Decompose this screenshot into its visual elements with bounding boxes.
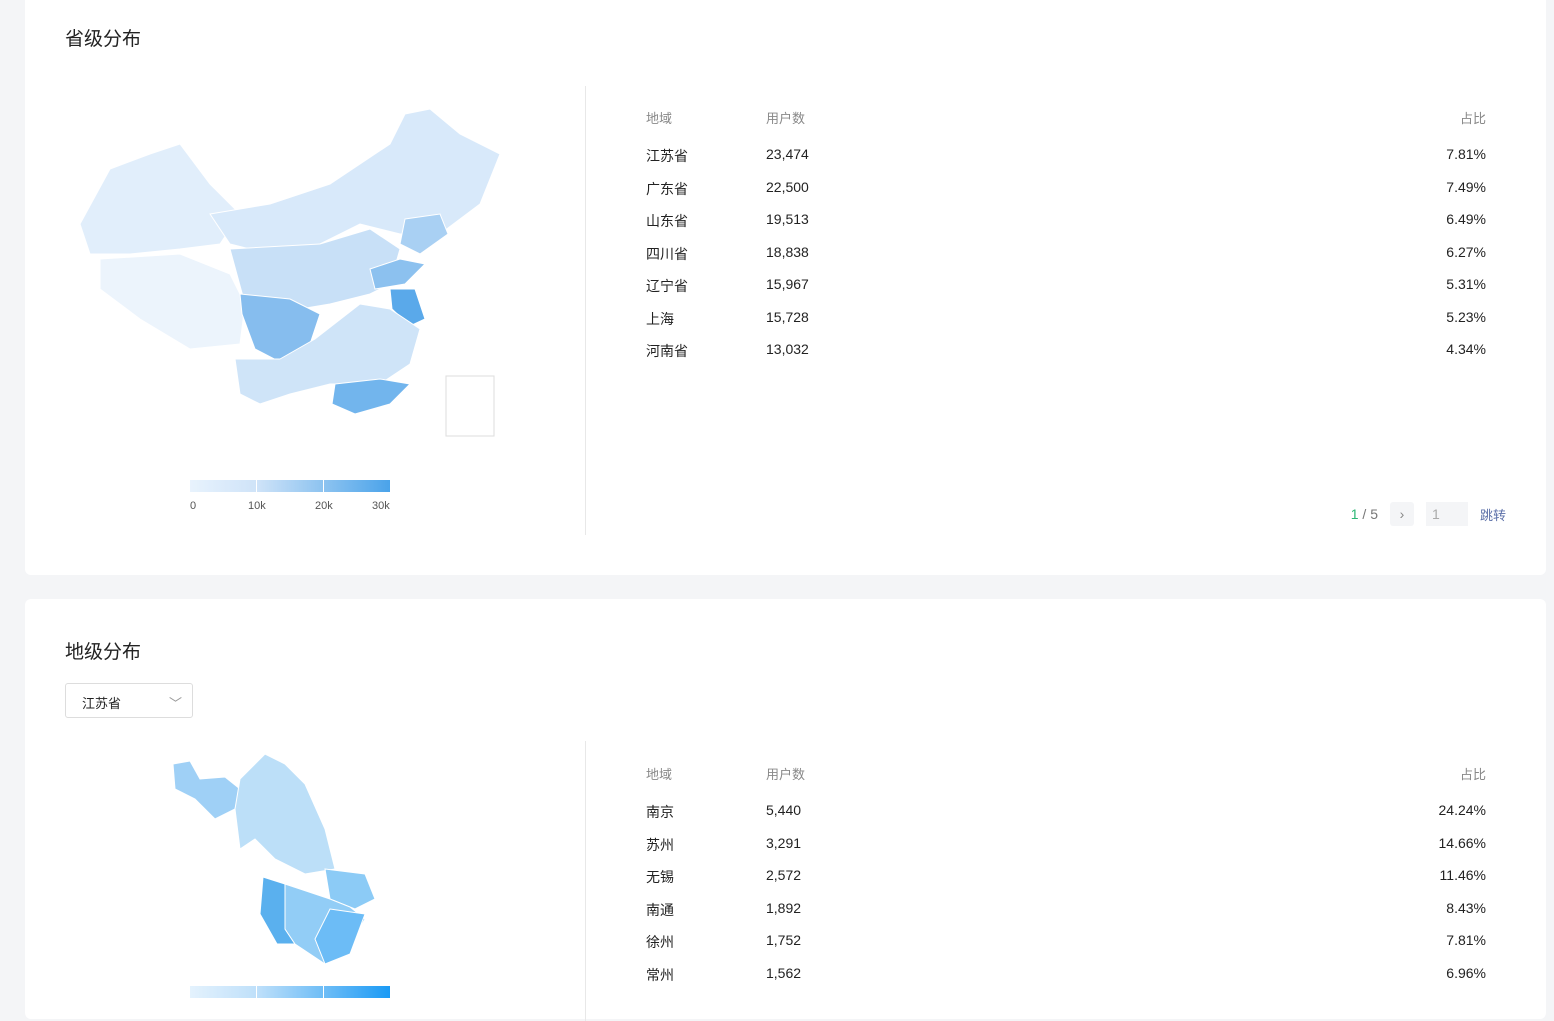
- region-liaoning[interactable]: [399, 213, 449, 255]
- region-cell: 无锡: [646, 869, 674, 885]
- chevron-down-icon: ﹀: [168, 696, 182, 711]
- page-total: 5: [1370, 506, 1378, 522]
- region-nantong[interactable]: [324, 868, 376, 910]
- region-tibet[interactable]: [99, 253, 246, 350]
- page-sep: /: [1362, 506, 1367, 522]
- legend-tick: 20k: [315, 500, 333, 512]
- header-ratio: 占比: [1459, 111, 1486, 126]
- legend-tick: 10k: [248, 500, 266, 512]
- jiangsu-map[interactable]: [165, 749, 415, 969]
- table-row: 江苏省 23,474 7.81%: [646, 146, 1486, 166]
- table-row: 河南省 13,032 4.34%: [646, 341, 1486, 361]
- select-value: 江苏省: [82, 696, 122, 711]
- divider: [585, 86, 586, 535]
- ratio-cell: 11.46%: [1439, 867, 1486, 883]
- table-row: 上海 15,728 5.23%: [646, 309, 1486, 329]
- jump-button[interactable]: 跳转: [1479, 507, 1506, 523]
- region-cell: 南通: [646, 901, 674, 918]
- users-cell: 13,032: [766, 341, 809, 357]
- ratio-cell: 7.49%: [1446, 178, 1486, 195]
- south-sea-inset: [445, 375, 495, 437]
- users-cell: 15,967: [766, 276, 809, 292]
- header-region: 地域: [646, 767, 673, 782]
- ratio-cell: 5.31%: [1446, 276, 1486, 292]
- pagination: 1 / 5 › 跳转: [1351, 502, 1506, 526]
- header-region: 地域: [646, 111, 673, 126]
- divider: [585, 741, 586, 1021]
- city-card: 地级分布 江苏省 ﹀ 地域 用户数 占比 南京 5,440 24.24% 苏州 3,291…: [25, 599, 1546, 1021]
- region-cell: 四川省: [646, 245, 688, 262]
- region-cell: 南京: [646, 804, 674, 820]
- header-ratio: 占比: [1459, 767, 1486, 782]
- map-legend: 0 10k 20k 30k: [190, 480, 391, 512]
- table-row: 广东省 22,500 7.49%: [646, 179, 1486, 199]
- region-north[interactable]: [209, 108, 501, 255]
- users-cell: 19,513: [766, 211, 809, 227]
- region-cell: 河南省: [646, 343, 688, 359]
- users-cell: 23,474: [766, 146, 809, 162]
- region-cell: 苏州: [646, 836, 674, 853]
- region-suzhou[interactable]: [314, 908, 366, 965]
- city-map-legend: [190, 986, 391, 998]
- users-cell: 1,752: [766, 932, 802, 948]
- city-title: 地级分布: [65, 642, 142, 663]
- ratio-cell: 4.34%: [1446, 341, 1486, 357]
- ratio-cell: 7.81%: [1446, 932, 1486, 948]
- table-row: 苏州 3,291 14.66%: [646, 835, 1486, 855]
- users-cell: 1,892: [766, 899, 802, 916]
- region-guangdong[interactable]: [331, 378, 412, 415]
- legend-tick: 0: [190, 500, 197, 512]
- region-cell: 徐州: [646, 934, 674, 950]
- users-cell: 1,562: [766, 964, 802, 981]
- ratio-cell: 5.23%: [1446, 308, 1486, 325]
- ratio-cell: 6.27%: [1446, 243, 1486, 260]
- table-row: 山东省 19,513 6.49%: [646, 211, 1486, 231]
- region-cell: 上海: [646, 310, 674, 327]
- next-page-button[interactable]: ›: [1389, 502, 1414, 526]
- province-title: 省级分布: [65, 29, 142, 50]
- users-cell: 2,572: [766, 867, 802, 883]
- region-cell: 辽宁省: [646, 278, 688, 294]
- region-cell: 广东省: [646, 180, 688, 197]
- users-cell: 15,728: [766, 308, 809, 325]
- region-xuzhou[interactable]: [172, 760, 241, 820]
- table-row: 南京 5,440 24.24%: [646, 802, 1486, 822]
- legend-tick: 30k: [372, 500, 390, 512]
- region-north-cities[interactable]: [234, 753, 336, 875]
- region-jiangsu[interactable]: [389, 288, 426, 327]
- table-row: 无锡 2,572 11.46%: [646, 867, 1486, 887]
- ratio-cell: 6.49%: [1446, 211, 1486, 227]
- ratio-cell: 7.81%: [1446, 146, 1486, 162]
- region-cell: 常州: [646, 966, 674, 983]
- users-cell: 3,291: [766, 834, 802, 851]
- ratio-cell: 14.66%: [1438, 834, 1486, 851]
- region-xinjiang[interactable]: [79, 143, 241, 255]
- table-row: 南通 1,892 8.43%: [646, 900, 1486, 920]
- table-row: 徐州 1,752 7.81%: [646, 932, 1486, 952]
- users-cell: 18,838: [766, 243, 809, 260]
- region-shandong[interactable]: [369, 258, 427, 290]
- table-row: 辽宁省 15,967 5.31%: [646, 276, 1486, 296]
- region-cell: 江苏省: [646, 148, 688, 164]
- ratio-cell: 24.24%: [1438, 802, 1486, 818]
- ratio-cell: 8.43%: [1446, 899, 1486, 916]
- ratio-cell: 6.96%: [1446, 964, 1486, 981]
- page-current: 1: [1350, 506, 1359, 522]
- users-cell: 22,500: [766, 178, 809, 195]
- china-map[interactable]: [70, 104, 510, 444]
- province-card: 省级分布 0 10k 20k 30k 地域 用户数 占比 江苏省 23,474 7.81%…: [25, 0, 1546, 575]
- region-cell: 山东省: [646, 213, 688, 229]
- users-cell: 5,440: [766, 802, 802, 818]
- header-users: 用户数: [766, 767, 806, 782]
- table-row: 四川省 18,838 6.27%: [646, 244, 1486, 264]
- province-select[interactable]: 江苏省 ﹀: [65, 683, 193, 718]
- page-input[interactable]: [1425, 502, 1468, 526]
- header-users: 用户数: [766, 111, 806, 126]
- table-row: 常州 1,562 6.96%: [646, 965, 1486, 985]
